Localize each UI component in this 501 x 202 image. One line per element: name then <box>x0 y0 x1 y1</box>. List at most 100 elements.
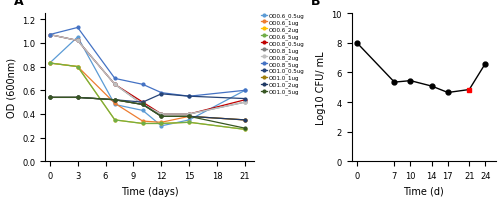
OD0.8_0.5ug <box>75 40 81 42</box>
Line: OD0.8_1ug: OD0.8_1ug <box>49 34 246 116</box>
OD0.6_2ug <box>242 128 248 131</box>
OD0.8_0.5ug <box>112 84 118 86</box>
OD0.6_1ug <box>47 62 53 65</box>
OD0.8_5ug <box>186 96 192 98</box>
OD0.6_5ug <box>140 123 146 125</box>
OD1.0_0.5ug <box>242 98 248 100</box>
OD1.0_2ug <box>140 104 146 106</box>
OD1.0_0.5ug <box>140 101 146 104</box>
OD0.8_5ug <box>112 78 118 80</box>
OD1.0_0.5ug <box>75 97 81 99</box>
OD0.6_0.5ug <box>158 125 164 127</box>
OD0.8_1ug <box>112 84 118 86</box>
OD0.6_5ug <box>112 119 118 122</box>
Line: OD1.0_0.5ug: OD1.0_0.5ug <box>49 93 246 104</box>
OD0.6_5ug <box>186 121 192 124</box>
OD0.8_0.5ug <box>47 34 53 37</box>
Line: OD0.6_2ug: OD0.6_2ug <box>49 62 246 131</box>
OD1.0_2ug <box>186 116 192 118</box>
OD0.6_0.5ug <box>112 104 118 106</box>
OD0.8_2ug <box>158 113 164 116</box>
OD1.0_1ug <box>47 97 53 99</box>
OD0.6_5ug <box>75 66 81 68</box>
OD0.8_1ug <box>242 101 248 104</box>
OD1.0_1ug <box>112 99 118 101</box>
OD0.6_0.5ug <box>242 90 248 92</box>
Line: OD0.6_5ug: OD0.6_5ug <box>49 62 246 131</box>
Legend: OD0.6_0.5ug, OD0.6_1ug, OD0.6_2ug, OD0.6_5ug, OD0.8_0.5ug, OD0.8_1ug, OD0.8_2ug,: OD0.6_0.5ug, OD0.6_1ug, OD0.6_2ug, OD0.6… <box>259 11 307 97</box>
OD1.0_1ug <box>158 116 164 118</box>
OD0.8_1ug <box>75 40 81 42</box>
Line: OD0.6_0.5ug: OD0.6_0.5ug <box>49 36 246 128</box>
OD0.6_1ug <box>242 119 248 122</box>
OD1.0_1ug <box>75 97 81 99</box>
OD0.6_2ug <box>140 123 146 125</box>
X-axis label: Time (d): Time (d) <box>403 186 444 196</box>
OD1.0_0.5ug <box>112 99 118 101</box>
OD1.0_2ug <box>47 97 53 99</box>
OD0.6_2ug <box>158 123 164 125</box>
Text: A: A <box>14 0 24 8</box>
OD0.8_1ug <box>140 104 146 106</box>
OD1.0_5ug <box>186 116 192 118</box>
OD0.6_2ug <box>112 119 118 122</box>
OD0.8_5ug <box>75 27 81 29</box>
Y-axis label: Log10 CFU/ mL: Log10 CFU/ mL <box>316 51 326 124</box>
OD1.0_2ug <box>242 119 248 122</box>
OD0.6_5ug <box>47 62 53 65</box>
OD0.8_1ug <box>47 34 53 37</box>
Line: OD0.8_5ug: OD0.8_5ug <box>49 27 246 98</box>
Line: OD1.0_5ug: OD1.0_5ug <box>49 97 246 130</box>
OD1.0_1ug <box>186 116 192 118</box>
OD0.6_0.5ug <box>140 110 146 112</box>
OD1.0_1ug <box>140 104 146 106</box>
OD1.0_2ug <box>75 97 81 99</box>
OD0.6_1ug <box>158 121 164 124</box>
OD0.6_5ug <box>158 123 164 125</box>
Line: OD1.0_2ug: OD1.0_2ug <box>49 97 246 122</box>
OD0.8_5ug <box>47 34 53 37</box>
OD0.6_2ug <box>186 121 192 124</box>
OD0.8_2ug <box>75 40 81 42</box>
OD1.0_2ug <box>158 116 164 118</box>
Y-axis label: OD (600nm): OD (600nm) <box>7 58 17 118</box>
OD0.8_5ug <box>158 92 164 94</box>
OD1.0_5ug <box>158 116 164 118</box>
OD1.0_0.5ug <box>158 93 164 96</box>
OD1.0_5ug <box>75 97 81 99</box>
OD0.8_2ug <box>112 84 118 86</box>
OD0.6_5ug <box>242 128 248 131</box>
OD0.8_1ug <box>158 113 164 116</box>
OD1.0_0.5ug <box>186 96 192 98</box>
OD0.8_0.5ug <box>186 113 192 116</box>
OD0.6_1ug <box>112 103 118 105</box>
OD1.0_5ug <box>140 104 146 106</box>
OD0.6_1ug <box>75 66 81 68</box>
OD0.6_0.5ug <box>47 62 53 65</box>
OD0.8_0.5ug <box>158 113 164 116</box>
OD1.0_5ug <box>47 97 53 99</box>
OD0.6_2ug <box>47 62 53 65</box>
OD1.0_0.5ug <box>47 97 53 99</box>
OD0.8_5ug <box>140 84 146 86</box>
OD0.6_0.5ug <box>186 119 192 122</box>
Line: OD0.8_2ug: OD0.8_2ug <box>49 34 246 116</box>
OD1.0_1ug <box>242 119 248 122</box>
OD0.8_0.5ug <box>242 99 248 101</box>
OD0.8_2ug <box>140 104 146 106</box>
X-axis label: Time (days): Time (days) <box>121 186 178 196</box>
OD1.0_5ug <box>242 127 248 130</box>
Line: OD1.0_1ug: OD1.0_1ug <box>49 97 246 122</box>
OD0.8_2ug <box>242 101 248 104</box>
OD0.8_1ug <box>186 113 192 116</box>
OD0.6_1ug <box>140 120 146 123</box>
OD0.8_2ug <box>186 113 192 116</box>
Text: B: B <box>311 0 321 8</box>
OD0.8_0.5ug <box>140 101 146 104</box>
Line: OD0.6_1ug: OD0.6_1ug <box>49 62 246 124</box>
OD1.0_2ug <box>112 99 118 101</box>
Line: OD0.8_0.5ug: OD0.8_0.5ug <box>49 34 246 116</box>
OD0.8_2ug <box>47 34 53 37</box>
OD0.6_1ug <box>186 116 192 118</box>
OD0.6_0.5ug <box>75 37 81 39</box>
